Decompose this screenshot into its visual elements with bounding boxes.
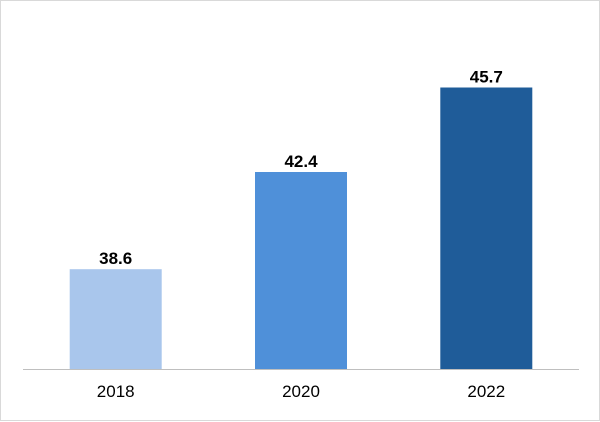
x-tick-label-2022: 2022 <box>467 382 505 401</box>
bar-2022 <box>440 87 533 369</box>
x-tick-label-2018: 2018 <box>97 382 135 401</box>
x-tick-label-2020: 2020 <box>282 382 320 401</box>
bars-group <box>69 87 533 369</box>
data-label-2018: 38.6 <box>99 249 132 268</box>
data-labels-group: 38.6 42.4 45.7 <box>99 68 503 269</box>
bar-2018 <box>69 269 162 369</box>
data-label-2020: 42.4 <box>284 152 318 171</box>
data-label-2022: 45.7 <box>470 68 503 87</box>
x-axis-tick-labels: 2018 2020 2022 <box>97 382 505 401</box>
bar-2020 <box>255 172 347 369</box>
